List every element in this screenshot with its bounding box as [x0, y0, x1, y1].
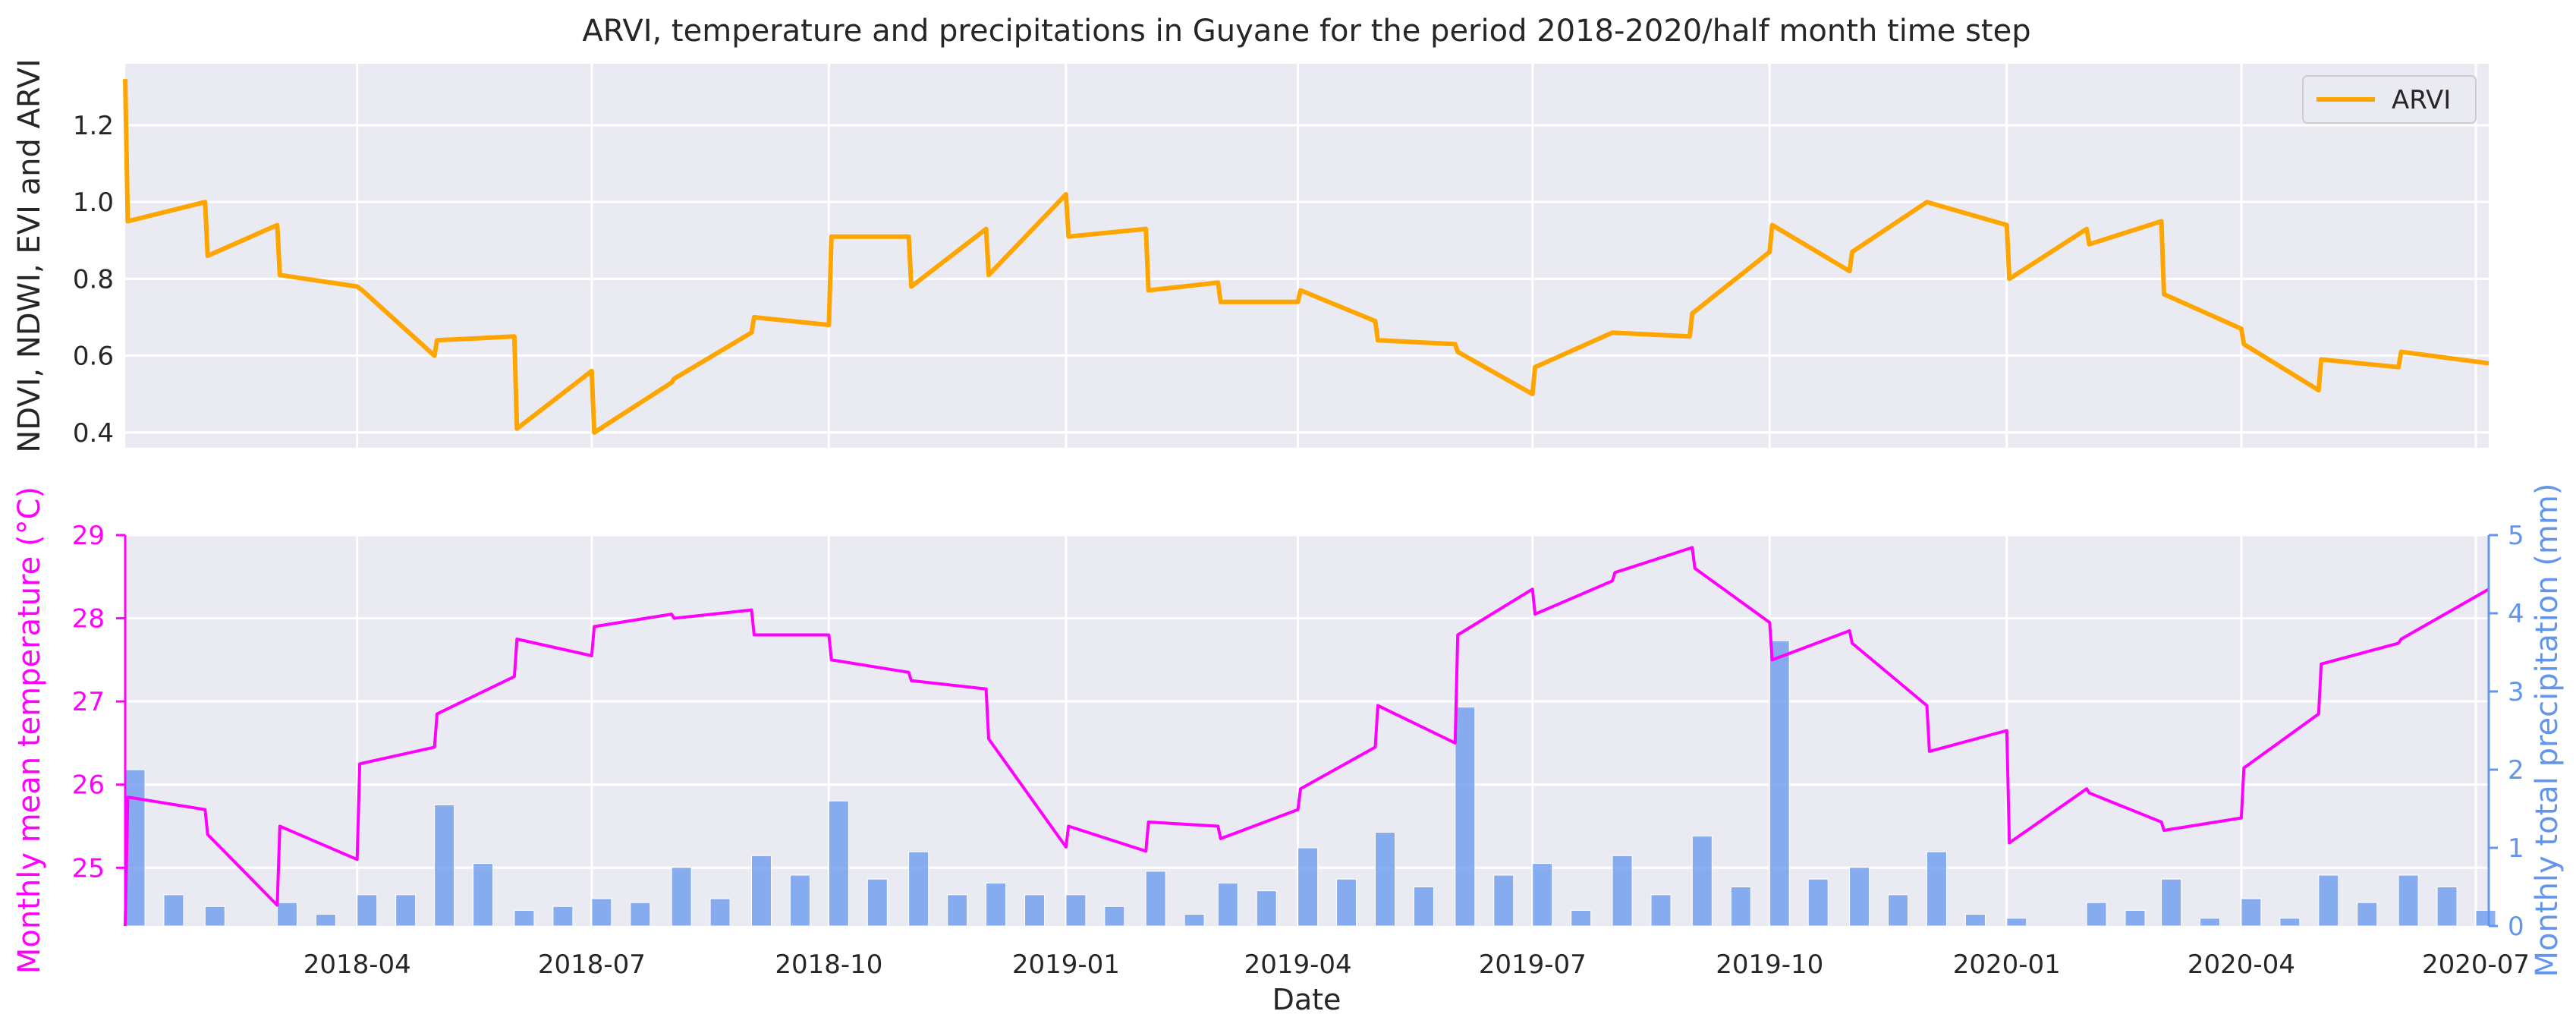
bottom-y-axis-label-right: Monthly total precipitation (mm) — [2530, 484, 2565, 978]
precipitation-bar — [2279, 918, 2301, 927]
temperature-line — [124, 546, 2490, 927]
arvi-line — [123, 79, 2490, 435]
precipitation-bar — [2006, 918, 2027, 927]
left-y-tick-label: 27 — [72, 687, 105, 717]
precipitation-bar — [1730, 887, 1751, 927]
precipitation-bar — [2318, 874, 2339, 927]
precipitation-bar — [1336, 878, 1357, 927]
top-plot-area — [125, 64, 2489, 448]
x-tick-label: 2020-04 — [2188, 950, 2295, 980]
precipitation-bar — [1413, 887, 1434, 927]
x-tick-label: 2019-10 — [1716, 950, 1823, 980]
bottom-y-axis-label-left: Monthly mean temperature (°C) — [12, 487, 47, 974]
top-y-tick-label: 0.4 — [73, 418, 114, 449]
precipitation-bar — [1256, 890, 1277, 927]
precipitation-bar — [1807, 878, 1829, 927]
precipitation-bar — [2161, 878, 2182, 927]
precipitation-bar — [357, 894, 378, 927]
precipitation-bar — [828, 800, 849, 927]
precipitation-bar — [1184, 914, 1205, 927]
arvi-legend-label: ARVI — [2392, 85, 2451, 115]
precipitation-bar — [2357, 902, 2378, 927]
precipitation-bar — [2436, 887, 2458, 927]
precipitation-bar — [552, 906, 574, 927]
precipitation-bar — [867, 878, 888, 927]
precipitation-bar — [2125, 909, 2146, 927]
precipitation-bar — [1145, 871, 1166, 927]
top-y-axis-label: NDVI, NDWI, EVI and ARVI — [12, 58, 47, 452]
precipitation-bar — [276, 902, 297, 927]
right-y-tick-label: 5 — [2508, 521, 2524, 551]
precipitation-bar — [750, 855, 772, 927]
precipitation-bar — [1849, 867, 1870, 927]
precipitation-bar — [395, 894, 417, 927]
precipitation-bar — [1650, 894, 1672, 927]
precipitation-bar — [2475, 909, 2496, 927]
left-y-tick-label: 25 — [72, 853, 105, 884]
precipitation-bar — [630, 902, 651, 927]
precipitation-bar — [789, 874, 810, 927]
x-tick-label: 2019-07 — [1479, 950, 1587, 980]
top-y-tick-label: 1.2 — [73, 111, 114, 141]
x-tick-label: 2020-07 — [2422, 950, 2530, 980]
precipitation-bar — [908, 851, 929, 927]
precipitation-bar — [709, 898, 731, 927]
precipitation-bar — [2086, 902, 2107, 927]
left-y-tick-label: 26 — [72, 770, 105, 801]
precipitation-bar — [2200, 918, 2221, 927]
precipitation-bar — [1455, 707, 1476, 927]
precipitation-bar — [1493, 874, 1514, 927]
x-tick-label: 2020-01 — [1953, 950, 2061, 980]
x-axis-label: Date — [1272, 983, 1341, 1016]
right-y-tick-label: 1 — [2508, 833, 2524, 864]
precipitation-bar — [671, 867, 692, 927]
right-y-tick-label: 4 — [2508, 599, 2524, 629]
precipitation-bar — [947, 894, 968, 927]
left-y-tick-label: 29 — [72, 521, 105, 551]
top-y-tick-label: 1.0 — [73, 187, 114, 218]
right-y-tick-label: 3 — [2508, 677, 2524, 707]
precipitation-bar — [1926, 851, 1947, 927]
precipitation-bar — [1612, 855, 1633, 927]
precipitation-bar — [591, 898, 612, 927]
precipitation-bar — [986, 882, 1007, 927]
precipitation-bar — [1532, 863, 1553, 927]
precipitation-bar — [1691, 836, 1713, 927]
precipitation-bar — [1065, 894, 1087, 927]
precipitation-bar — [1297, 847, 1319, 927]
precipitation-bar — [1024, 894, 1046, 927]
chart-title: ARVI, temperature and precipitations in … — [582, 14, 2030, 49]
precipitation-bar — [473, 863, 494, 927]
precipitation-bar — [163, 894, 184, 927]
precipitation-bar — [1217, 882, 1238, 927]
x-tick-label: 2018-07 — [538, 950, 646, 980]
right-y-tick-label: 2 — [2508, 755, 2524, 786]
precipitation-bar — [1964, 914, 1986, 927]
precipitation-bar — [204, 906, 225, 927]
precipitation-bar — [514, 909, 535, 927]
precipitation-bar — [1375, 831, 1396, 927]
x-tick-label: 2019-01 — [1012, 950, 1120, 980]
right-y-tick-label: 0 — [2508, 912, 2524, 942]
precipitation-bar — [315, 914, 336, 927]
left-y-tick-label: 28 — [72, 604, 105, 635]
x-tick-label: 2018-04 — [304, 950, 411, 980]
x-tick-label: 2019-04 — [1244, 950, 1352, 980]
precipitation-bar — [1571, 909, 1592, 927]
precipitation-bar — [2398, 874, 2419, 927]
top-y-tick-label: 0.6 — [73, 342, 114, 372]
top-legend: ARVI — [2302, 75, 2477, 124]
x-tick-label: 2018-10 — [775, 950, 882, 980]
top-y-tick-label: 0.8 — [73, 264, 114, 295]
precipitation-bar — [2241, 898, 2262, 927]
precipitation-bar — [1769, 640, 1790, 927]
precipitation-bar — [1888, 894, 1909, 927]
precipitation-bar — [434, 804, 455, 927]
precipitation-bar — [1104, 906, 1125, 927]
